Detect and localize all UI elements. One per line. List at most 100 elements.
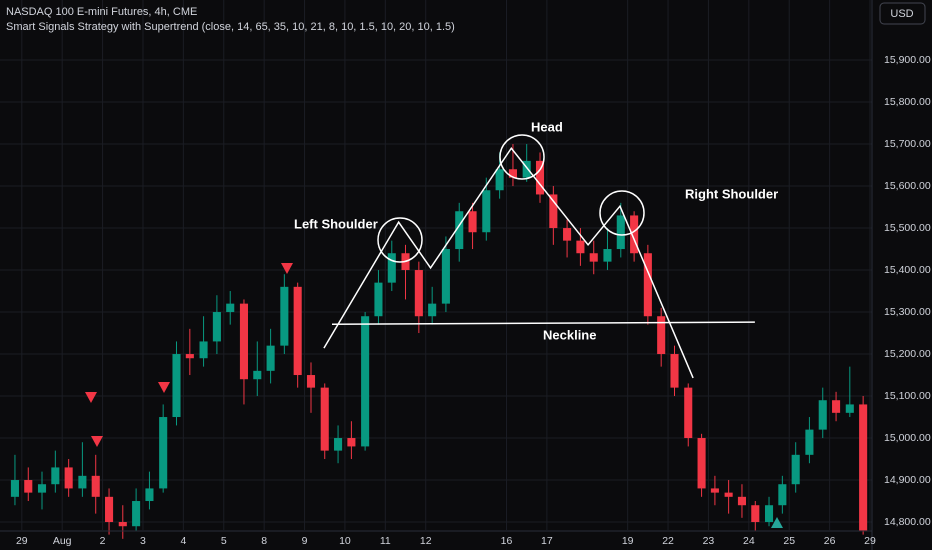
candle-body: [24, 480, 33, 493]
sell-signal: [158, 382, 170, 393]
x-tick-label: 8: [261, 535, 267, 547]
x-tick-label: 19: [622, 535, 634, 547]
candle-body: [508, 169, 517, 178]
x-tick-label: 29: [864, 535, 876, 547]
candle-body: [172, 354, 181, 418]
head-circle: [499, 134, 545, 180]
candle-body: [293, 286, 302, 376]
neckline-line: [332, 321, 755, 325]
y-tick-label: 15,400.00: [884, 264, 931, 276]
x-tick-label: 12: [420, 535, 432, 547]
candle-body: [737, 496, 747, 506]
candle-body: [563, 228, 572, 241]
candle-body: [549, 194, 558, 229]
candle-body: [805, 429, 814, 455]
x-tick-label: 3: [140, 535, 146, 547]
y-tick-label: 15,700.00: [884, 138, 931, 150]
candle-body: [199, 341, 208, 359]
candle-body: [522, 160, 531, 178]
sell-signal: [91, 436, 103, 447]
y-tick-label: 15,600.00: [884, 180, 931, 192]
y-tick-label: 15,300.00: [884, 306, 931, 318]
candle-body: [266, 345, 275, 371]
candle-body: [603, 249, 612, 262]
x-tick-label: 23: [703, 535, 715, 547]
chart-title: NASDAQ 100 E-mini Futures, 4h, CME: [6, 6, 197, 18]
candle-body: [630, 215, 639, 254]
y-tick-label: 15,200.00: [884, 348, 931, 360]
candle-body: [778, 484, 787, 506]
x-tick-label: Aug: [53, 535, 72, 547]
pattern: [323, 134, 755, 379]
candle-body: [64, 467, 73, 489]
candle-body: [185, 354, 194, 359]
indicator-label: Smart Signals Strategy with Supertrend (…: [6, 21, 455, 33]
x-tick-label: 5: [221, 535, 227, 547]
candle-body: [710, 488, 719, 493]
x-tick-label: 16: [501, 535, 513, 547]
left-shoulder-circle: [377, 217, 423, 263]
candle-body: [468, 211, 477, 233]
candle-body: [455, 211, 464, 250]
candle-body: [428, 303, 437, 317]
candle-body: [132, 501, 141, 527]
right-shoulder-circle: [599, 190, 645, 236]
currency-button[interactable]: [879, 2, 926, 25]
candle-body: [105, 496, 114, 523]
grid: [0, 0, 872, 530]
candle-body: [764, 505, 774, 523]
y-tick-label: 15,500.00: [884, 222, 931, 234]
candle-body: [387, 253, 396, 283]
sell-signal: [85, 392, 97, 403]
x-tick-label: 9: [302, 535, 308, 547]
candle-body: [51, 467, 60, 485]
candle-body: [751, 505, 760, 523]
x-tick-label: 10: [339, 535, 351, 547]
x-tick-label: 2: [100, 535, 106, 547]
currency-label[interactable]: USD: [890, 8, 913, 20]
candle-body: [495, 169, 504, 191]
candle-body: [280, 286, 289, 346]
candle-body: [643, 253, 652, 317]
head-label: Head: [531, 119, 563, 134]
candle-body: [347, 438, 356, 447]
candle-body: [10, 480, 19, 497]
candle-body: [670, 354, 679, 388]
candle-body: [616, 215, 625, 250]
candle-body: [482, 190, 491, 233]
candle-body: [212, 312, 221, 342]
candle-body: [118, 522, 127, 527]
candle-body: [159, 417, 168, 489]
candle-body: [576, 240, 585, 254]
candle-body: [414, 270, 423, 317]
candle-body: [226, 303, 235, 313]
candle-body: [818, 400, 827, 430]
candle-body: [78, 475, 87, 489]
candle-body: [441, 249, 450, 304]
candles: [10, 144, 868, 539]
buy-signal: [771, 517, 783, 528]
x-tick-label: 29: [16, 535, 28, 547]
candle-body: [306, 375, 316, 388]
sell-signal: [281, 263, 293, 274]
candle-body: [37, 484, 47, 493]
x-tick-label: 22: [662, 535, 674, 547]
candle-body: [832, 400, 841, 413]
left-shoulder-label: Left Shoulder: [294, 216, 378, 231]
x-tick-label: 11: [380, 535, 391, 547]
candle-body: [724, 492, 733, 497]
candle-body: [334, 438, 343, 451]
y-tick-label: 15,100.00: [884, 390, 931, 402]
right-shoulder-label: Right Shoulder: [685, 186, 778, 201]
candle-body: [535, 160, 545, 195]
candle-body: [589, 253, 598, 262]
candle-body: [657, 316, 666, 355]
y-tick-label: 14,900.00: [884, 474, 931, 486]
candle-body: [361, 316, 370, 447]
x-tick-label: 4: [180, 535, 186, 547]
x-tick-label: 25: [783, 535, 795, 547]
candle-body: [239, 303, 248, 380]
x-tick-label: 26: [824, 535, 836, 547]
